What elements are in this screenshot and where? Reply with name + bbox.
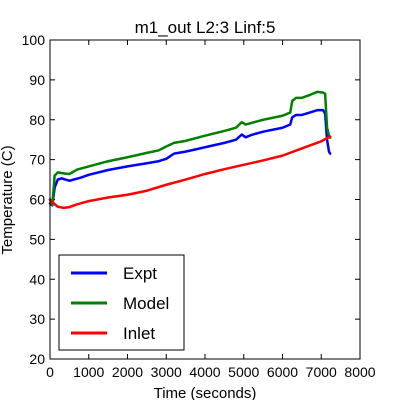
y-axis-ticks: 20 30 40 50 60 70 80 90 100 [22, 32, 360, 367]
y-tick-label: 90 [29, 72, 45, 88]
legend-label: Expt [123, 264, 157, 283]
x-tick-label: 8000 [344, 364, 375, 380]
y-tick-label: 70 [29, 152, 45, 168]
x-axis-label: Time (seconds) [154, 385, 257, 400]
y-tick-label: 20 [29, 351, 45, 367]
legend: Expt Model Inlet [58, 254, 185, 351]
y-tick-label: 60 [29, 192, 45, 208]
y-tick-label: 30 [29, 311, 45, 327]
x-tick-label: 0 [46, 364, 54, 380]
y-tick-label: 100 [22, 32, 46, 48]
x-axis-ticks: 0 1000 2000 3000 4000 5000 6000 7000 8000 [46, 40, 376, 380]
x-tick-label: 5000 [228, 364, 259, 380]
y-tick-label: 40 [29, 271, 45, 287]
x-tick-label: 2000 [112, 364, 143, 380]
y-tick-label: 80 [29, 112, 45, 128]
series-line-model [48, 90, 332, 207]
series-line-inlet [48, 135, 332, 210]
x-tick-label: 3000 [151, 364, 182, 380]
legend-label: Inlet [123, 324, 155, 343]
plot-frame [49, 39, 361, 360]
y-axis-label: Temperature (C) [0, 145, 16, 254]
y-tick-label: 50 [29, 231, 45, 247]
x-tick-label: 4000 [189, 364, 220, 380]
x-tick-label: 1000 [73, 364, 104, 380]
series-line-expt [48, 108, 332, 207]
series-layer [48, 90, 332, 210]
chart-title: m1_out L2:3 Linf:5 [135, 18, 276, 37]
x-tick-label: 6000 [267, 364, 298, 380]
legend-label: Model [123, 294, 169, 313]
x-tick-label: 7000 [306, 364, 337, 380]
